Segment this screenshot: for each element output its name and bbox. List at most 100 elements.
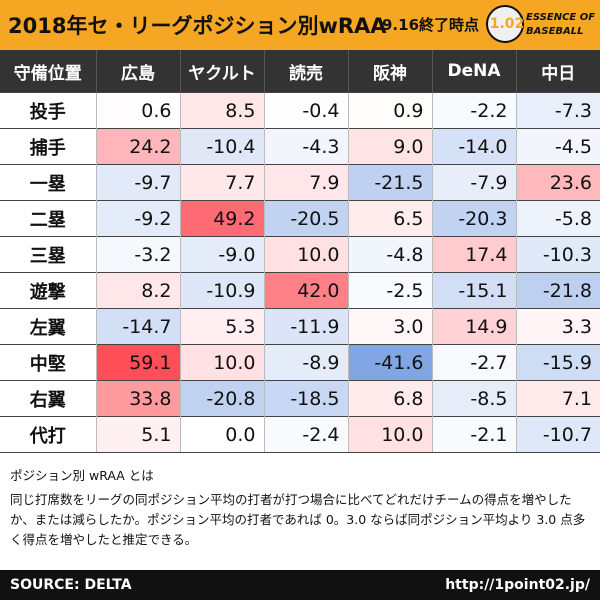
wraa-value-cell: 7.9 <box>264 164 349 201</box>
wraa-value-cell: 6.5 <box>348 200 433 237</box>
wraa-value-cell: -4.5 <box>516 128 600 165</box>
logo-number: 1.02 <box>489 16 525 32</box>
wraa-value-cell: 59.1 <box>96 344 181 381</box>
position-label: 左翼 <box>0 308 97 345</box>
wraa-value-cell: -7.9 <box>432 164 517 201</box>
position-label: 一塁 <box>0 164 97 201</box>
wraa-value-cell: -2.4 <box>264 416 349 453</box>
wraa-value-cell: 9.0 <box>348 128 433 165</box>
wraa-value-cell: 14.9 <box>432 308 517 345</box>
footer: SOURCE: DELTA http://1point02.jp/ <box>0 570 600 600</box>
wraa-table-container: 守備位置 広島 ヤクルト 読売 阪神 DeNA 中日 投手 0.6 8.5 -0.4 0.9 -2.… <box>0 50 600 458</box>
table-row: 捕手 24.2 -10.4 -4.3 9.0 -14.0 -4.5 <box>0 128 600 165</box>
description-title: ポジション別 wRAA とは <box>10 468 154 483</box>
team-header: DeNA <box>432 50 517 93</box>
wraa-value-cell: -8.5 <box>432 380 517 417</box>
wraa-value-cell: -10.4 <box>180 128 265 165</box>
position-label: 右翼 <box>0 380 97 417</box>
team-header: ヤクルト <box>180 50 265 93</box>
wraa-value-cell: -15.9 <box>516 344 600 381</box>
wraa-value-cell: -4.3 <box>264 128 349 165</box>
wraa-value-cell: -4.8 <box>348 236 433 273</box>
brand-logo: 1.02 ESSENCE OF BASEBALL <box>486 2 596 48</box>
wraa-value-cell: -2.2 <box>432 92 517 129</box>
wraa-value-cell: 0.6 <box>96 92 181 129</box>
wraa-value-cell: -21.8 <box>516 272 600 309</box>
wraa-value-cell: -20.3 <box>432 200 517 237</box>
wraa-value-cell: 5.1 <box>96 416 181 453</box>
wraa-value-cell: 7.7 <box>180 164 265 201</box>
wraa-value-cell: 24.2 <box>96 128 181 165</box>
wraa-value-cell: -7.3 <box>516 92 600 129</box>
wraa-value-cell: -9.2 <box>96 200 181 237</box>
table-row: 中堅 59.1 10.0 -8.9 -41.6 -2.7 -15.9 <box>0 344 600 381</box>
wraa-value-cell: 3.0 <box>348 308 433 345</box>
wraa-value-cell: -14.0 <box>432 128 517 165</box>
wraa-value-cell: 3.3 <box>516 308 600 345</box>
wraa-value-cell: 0.0 <box>180 416 265 453</box>
wraa-value-cell: 42.0 <box>264 272 349 309</box>
wraa-value-cell: 23.6 <box>516 164 600 201</box>
table-row: 一塁 -9.7 7.7 7.9 -21.5 -7.9 23.6 <box>0 164 600 201</box>
wraa-value-cell: 49.2 <box>180 200 265 237</box>
wraa-value-cell: -3.2 <box>96 236 181 273</box>
wraa-value-cell: 8.5 <box>180 92 265 129</box>
page-subtitle: 9.16終了時点 <box>382 16 480 34</box>
wraa-value-cell: 0.9 <box>348 92 433 129</box>
logo-text-line2: BASEBALL <box>526 26 584 37</box>
wraa-value-cell: 33.8 <box>96 380 181 417</box>
table-row: 右翼 33.8 -20.8 -18.5 6.8 -8.5 7.1 <box>0 380 600 417</box>
description: ポジション別 wRAA とは 同じ打席数をリーグの同ポジション平均の打者が打つ場… <box>10 466 594 550</box>
table-body: 投手 0.6 8.5 -0.4 0.9 -2.2 -7.3 捕手 24.2 -10.4 -4.3 9.… <box>0 92 600 453</box>
team-header: 阪神 <box>348 50 433 93</box>
table-row: 代打 5.1 0.0 -2.4 10.0 -2.1 -10.7 <box>0 416 600 453</box>
team-header: 広島 <box>96 50 181 93</box>
wraa-value-cell: -11.9 <box>264 308 349 345</box>
wraa-value-cell: -8.9 <box>264 344 349 381</box>
wraa-value-cell: -14.7 <box>96 308 181 345</box>
wraa-value-cell: 10.0 <box>348 416 433 453</box>
wraa-value-cell: -9.7 <box>96 164 181 201</box>
wraa-value-cell: -15.1 <box>432 272 517 309</box>
team-header: 読売 <box>264 50 349 93</box>
logo-badge-icon: 1.02 <box>486 5 524 43</box>
table-row: 二塁 -9.2 49.2 -20.5 6.5 -20.3 -5.8 <box>0 200 600 237</box>
wraa-value-cell: 5.3 <box>180 308 265 345</box>
position-label: 投手 <box>0 92 97 129</box>
table-header-row: 守備位置 広島 ヤクルト 読売 阪神 DeNA 中日 <box>0 50 600 93</box>
wraa-value-cell: -18.5 <box>264 380 349 417</box>
wraa-value-cell: 6.8 <box>348 380 433 417</box>
source-label: SOURCE: DELTA <box>10 577 132 593</box>
position-label: 捕手 <box>0 128 97 165</box>
position-label: 遊撃 <box>0 272 97 309</box>
wraa-value-cell: -2.1 <box>432 416 517 453</box>
logo-text-line1: ESSENCE OF <box>526 12 596 23</box>
wraa-value-cell: -20.8 <box>180 380 265 417</box>
team-header: 中日 <box>516 50 600 93</box>
corner-header: 守備位置 <box>0 50 97 93</box>
site-url: http://1point02.jp/ <box>445 577 590 593</box>
wraa-value-cell: -41.6 <box>348 344 433 381</box>
position-label: 二塁 <box>0 200 97 237</box>
table-row: 左翼 -14.7 5.3 -11.9 3.0 14.9 3.3 <box>0 308 600 345</box>
page-title: 2018年セ・リーグポジション別wRAA <box>8 14 387 38</box>
wraa-value-cell: -10.7 <box>516 416 600 453</box>
wraa-value-cell: -2.5 <box>348 272 433 309</box>
wraa-value-cell: -0.4 <box>264 92 349 129</box>
wraa-value-cell: -5.8 <box>516 200 600 237</box>
wraa-value-cell: -9.0 <box>180 236 265 273</box>
table-row: 三塁 -3.2 -9.0 10.0 -4.8 17.4 -10.3 <box>0 236 600 273</box>
position-label: 中堅 <box>0 344 97 381</box>
title-bar: 2018年セ・リーグポジション別wRAA 9.16終了時点 1.02 ESSEN… <box>0 0 600 50</box>
wraa-value-cell: -21.5 <box>348 164 433 201</box>
wraa-value-cell: 10.0 <box>264 236 349 273</box>
wraa-value-cell: 10.0 <box>180 344 265 381</box>
table-row: 投手 0.6 8.5 -0.4 0.9 -2.2 -7.3 <box>0 92 600 129</box>
wraa-value-cell: 7.1 <box>516 380 600 417</box>
table-row: 遊撃 8.2 -10.9 42.0 -2.5 -15.1 -21.8 <box>0 272 600 309</box>
description-body: 同じ打席数をリーグの同ポジション平均の打者が打つ場合に比べてどれだけチームの得点… <box>10 492 586 547</box>
position-label: 三塁 <box>0 236 97 273</box>
wraa-value-cell: -10.3 <box>516 236 600 273</box>
wraa-table: 守備位置 広島 ヤクルト 読売 阪神 DeNA 中日 投手 0.6 8.5 -0.4 0.9 -2.… <box>0 50 600 453</box>
wraa-value-cell: -20.5 <box>264 200 349 237</box>
